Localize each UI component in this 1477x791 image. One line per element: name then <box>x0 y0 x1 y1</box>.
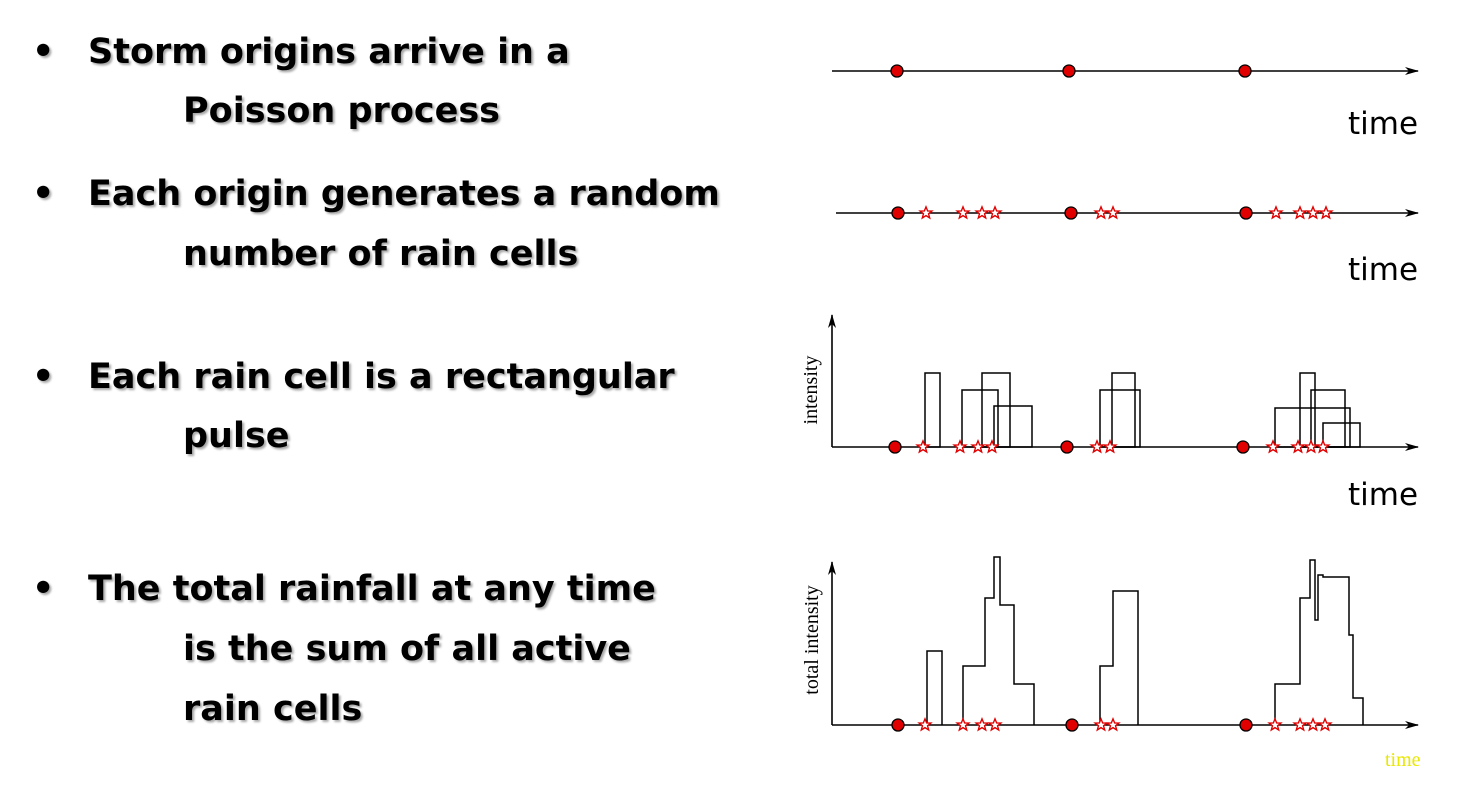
axis-label: time <box>1385 749 1421 771</box>
bullet-text: rain cells <box>183 689 362 729</box>
trace-segment <box>962 556 1035 725</box>
diagram-cells: time <box>836 206 1419 288</box>
rain-cell-star <box>1106 206 1120 219</box>
storm-origin <box>888 440 902 454</box>
rain-cell-star <box>1103 440 1117 453</box>
rain-cell-star <box>975 718 989 731</box>
bullet-text: Each origin generates a random <box>88 174 720 214</box>
trace-segment <box>1099 590 1139 725</box>
rain-cell-star <box>1293 206 1307 219</box>
bullet-list: • Storm origins arrive in a Poisson proc… <box>32 32 720 729</box>
rain-cell-star <box>1318 718 1332 731</box>
storm-origin <box>1239 718 1253 732</box>
rain-cell-star <box>1291 440 1305 453</box>
rain-cell-star <box>1306 718 1320 731</box>
bullet-dot: • <box>32 174 54 214</box>
rain-cell-star <box>1269 206 1283 219</box>
rain-cell-star <box>1090 440 1104 453</box>
axis-label: time <box>1348 252 1418 288</box>
bullet-text: Poisson process <box>183 91 500 131</box>
storm-origin <box>1064 206 1078 220</box>
storm-origin <box>1060 440 1074 454</box>
bullet-dot: • <box>32 569 54 609</box>
rain-cell-star <box>916 440 930 453</box>
axis-label: time <box>1348 477 1418 513</box>
total-intensity-trace <box>926 556 1364 725</box>
rain-cell-star <box>956 718 970 731</box>
rain-cell-star <box>1306 206 1320 219</box>
rain-cell-pulse <box>1274 407 1351 448</box>
bullet-text: Each rain cell is a rectangular <box>88 357 675 397</box>
rain-cell-star <box>988 206 1002 219</box>
rain-cell-pulse <box>924 372 941 448</box>
rain-cell-star <box>1094 718 1108 731</box>
rain-cell-pulse <box>981 372 1011 448</box>
rain-cell-star <box>1094 206 1108 219</box>
storm-origin <box>1238 64 1252 78</box>
axis-label: intensity <box>800 356 822 425</box>
diagram-origins: time <box>832 64 1419 142</box>
storm-origin <box>1236 440 1250 454</box>
bullet-text: number of rain cells <box>183 234 578 274</box>
rain-cell-pulse <box>1322 422 1361 448</box>
rain-cell-star <box>956 206 970 219</box>
pulses <box>924 372 1361 448</box>
rain-cell-star <box>1316 440 1330 453</box>
bullet-dot: • <box>32 32 54 72</box>
rain-cell-star <box>1106 718 1120 731</box>
rain-cell-star <box>1268 718 1282 731</box>
rain-cell-star <box>1266 440 1280 453</box>
rain-cell-pulse <box>1310 389 1346 448</box>
rain-cell-pulse <box>1111 372 1136 448</box>
bullet-text: pulse <box>183 416 290 456</box>
rain-cell-star <box>975 206 989 219</box>
bullet-text: is the sum of all active <box>183 629 631 669</box>
diagram-pulses: intensity time <box>800 314 1419 513</box>
rain-cell-star <box>919 206 933 219</box>
bullet-dot: • <box>32 357 54 397</box>
rain-cell-pulse <box>1299 372 1316 448</box>
storm-origin <box>891 206 905 220</box>
storm-origin <box>1239 206 1253 220</box>
trace-segment <box>926 650 943 725</box>
storm-origin <box>1062 64 1076 78</box>
rain-cell-pulse <box>993 405 1033 448</box>
diagram-total: total intensity time <box>801 556 1421 771</box>
trace-segment <box>1274 559 1364 725</box>
rain-cell-star <box>985 440 999 453</box>
bullet-text: The total rainfall at any time <box>88 569 656 609</box>
rain-cell-pulse <box>1099 389 1141 448</box>
rain-cell-star <box>918 718 932 731</box>
rain-cell-pulse <box>961 389 999 448</box>
rain-cell-star <box>953 440 967 453</box>
rain-cell-star <box>988 718 1002 731</box>
rain-cell-star <box>1293 718 1307 731</box>
storm-origin <box>890 64 904 78</box>
axis-label: time <box>1348 106 1418 142</box>
rain-cell-star <box>1319 206 1333 219</box>
axis-label: total intensity <box>801 585 823 694</box>
storm-origin <box>891 718 905 732</box>
bullet-text: Storm origins arrive in a <box>88 32 570 72</box>
storm-origin <box>1065 718 1079 732</box>
